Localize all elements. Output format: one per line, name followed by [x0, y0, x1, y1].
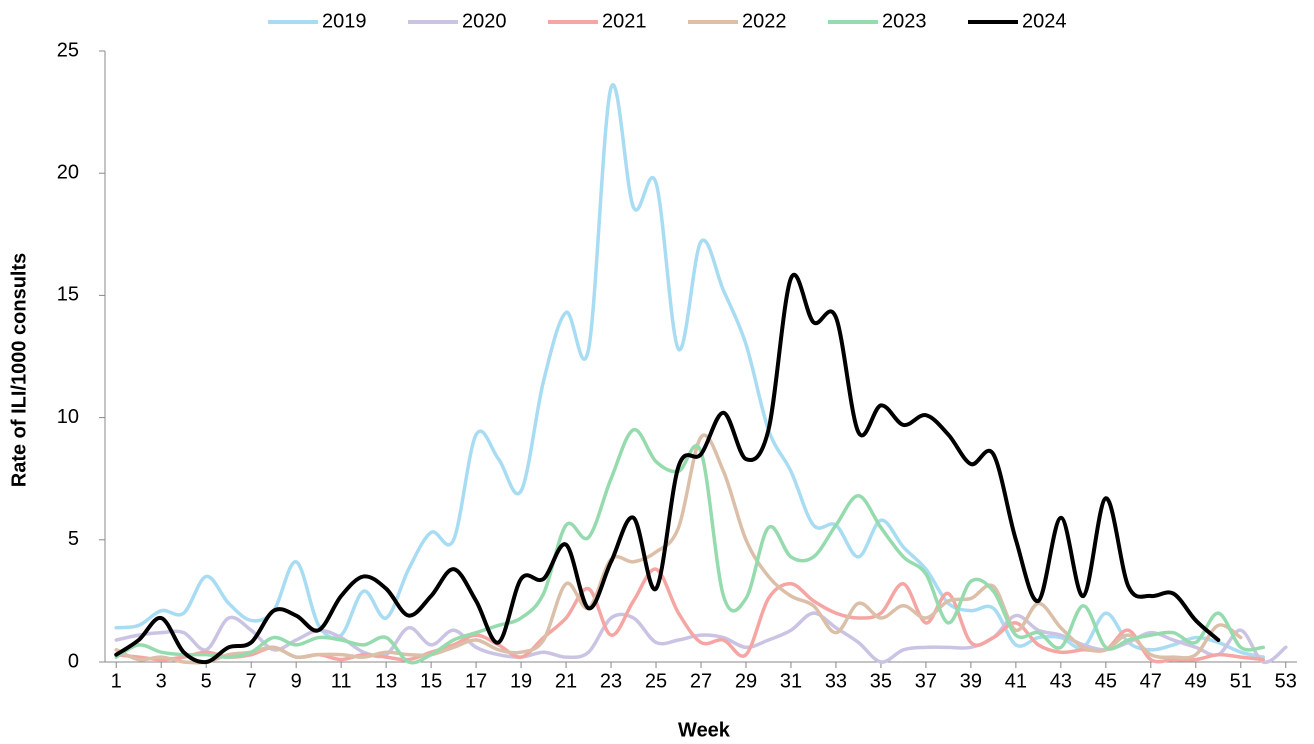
- x-tick-label: 47: [1140, 670, 1162, 692]
- x-tick-label: 37: [915, 670, 937, 692]
- x-tick-label: 29: [735, 670, 757, 692]
- x-axis-title: Week: [678, 719, 731, 741]
- y-tick-label: 5: [68, 528, 79, 550]
- x-tick-label: 9: [291, 670, 302, 692]
- x-tick-label: 3: [156, 670, 167, 692]
- y-tick-label: 15: [57, 284, 79, 306]
- x-tick-label: 7: [246, 670, 257, 692]
- x-tick-label: 17: [465, 670, 487, 692]
- series-line: [114, 433, 1243, 665]
- x-tick-label: 49: [1185, 670, 1207, 692]
- y-tick-label: 0: [68, 650, 79, 672]
- legend-label: 2020: [462, 10, 507, 32]
- y-tick-label: 10: [57, 406, 79, 428]
- x-tick-label: 31: [780, 670, 802, 692]
- series-line: [114, 83, 1266, 659]
- y-tick-label: 20: [57, 161, 79, 183]
- x-tick-label: 45: [1095, 670, 1117, 692]
- legend-label: 2023: [882, 10, 927, 32]
- x-tick-label: 21: [555, 670, 577, 692]
- x-tick-label: 5: [201, 670, 212, 692]
- legend-label: 2021: [602, 10, 647, 32]
- x-tick-label: 43: [1050, 670, 1072, 692]
- x-tick-label: 51: [1230, 670, 1252, 692]
- legend-label: 2019: [322, 10, 367, 32]
- x-tick-label: 23: [600, 670, 622, 692]
- x-tick-label: 15: [420, 670, 442, 692]
- x-tick-label: 19: [510, 670, 532, 692]
- series-line: [114, 272, 1221, 665]
- x-tick-label: 1: [111, 670, 122, 692]
- legend-label: 2024: [1022, 10, 1067, 32]
- y-tick-label: 25: [57, 39, 79, 61]
- legend-label: 2022: [742, 10, 787, 32]
- x-tick-label: 13: [375, 670, 397, 692]
- x-tick-label: 53: [1275, 670, 1297, 692]
- x-tick-label: 27: [690, 670, 712, 692]
- series-line: [114, 611, 1288, 665]
- x-tick-label: 39: [960, 670, 982, 692]
- x-tick-label: 25: [645, 670, 667, 692]
- series-line: [114, 428, 1266, 665]
- x-tick-label: 33: [825, 670, 847, 692]
- x-tick-label: 35: [870, 670, 892, 692]
- x-tick-label: 41: [1005, 670, 1027, 692]
- y-axis-title: Rate of ILI/1000 consults: [8, 253, 30, 488]
- x-tick-label: 11: [331, 670, 352, 692]
